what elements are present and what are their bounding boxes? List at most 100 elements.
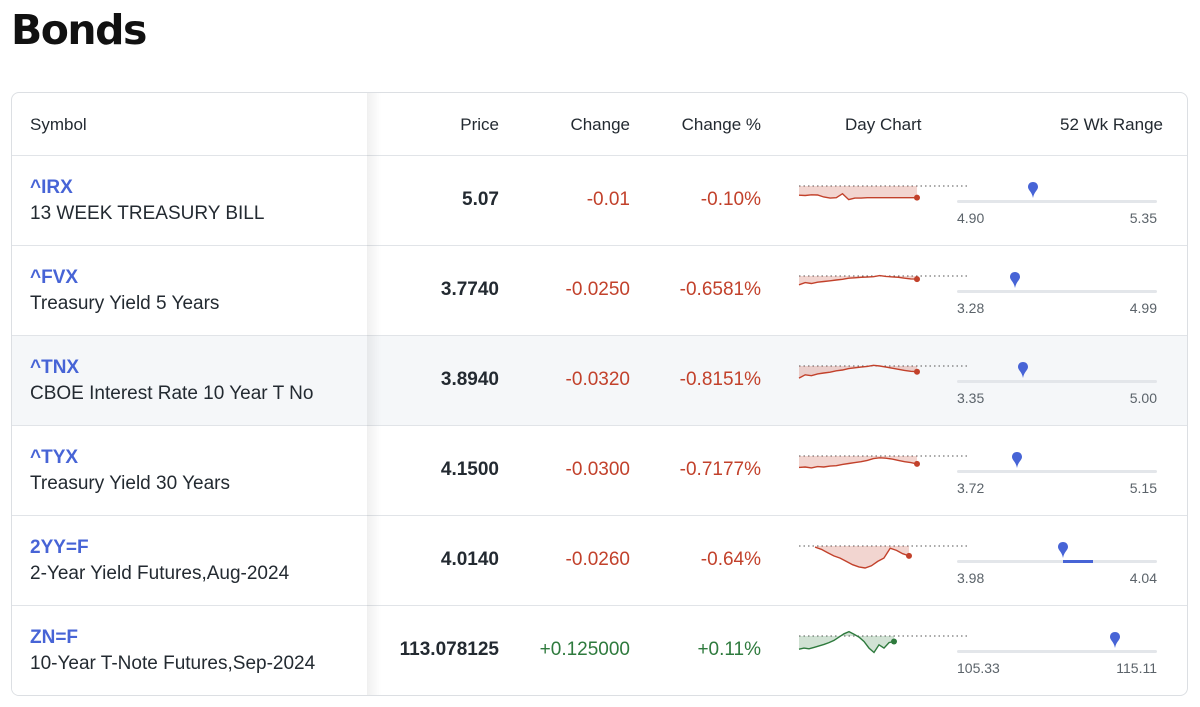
- range-52wk: 3.98 4.04: [957, 516, 1169, 606]
- symbol-cell: ^TNX CBOE Interest Rate 10 Year T No: [12, 336, 369, 425]
- change-value: -0.0260: [565, 549, 630, 570]
- symbol-cell: ^FVX Treasury Yield 5 Years: [12, 246, 369, 335]
- price-value: 5.07: [462, 189, 499, 210]
- security-name: Treasury Yield 5 Years: [30, 293, 220, 314]
- range-low-value: 105.33: [957, 660, 1000, 676]
- change-value: -0.01: [586, 189, 630, 210]
- sparkline-end-dot: [891, 638, 897, 645]
- security-name: 10-Year T-Note Futures,Sep-2024: [30, 653, 316, 674]
- sparkline-line: [798, 274, 918, 286]
- change-percent-value: -0.10%: [700, 189, 761, 210]
- day-chart-sparkline: [798, 630, 970, 654]
- table-row[interactable]: ^TYX Treasury Yield 30 Years 4.1500 -0.0…: [12, 426, 1187, 516]
- sparkline-line: [814, 546, 910, 569]
- column-header-price[interactable]: Price: [460, 115, 499, 134]
- change-value: -0.0320: [565, 369, 630, 390]
- symbol-cell: ZN=F 10-Year T-Note Futures,Sep-2024: [12, 606, 369, 695]
- day-chart-sparkline: [798, 185, 970, 201]
- symbol-cell: 2YY=F 2-Year Yield Futures,Aug-2024: [12, 516, 369, 605]
- range-high-value: 5.15: [1129, 480, 1157, 496]
- symbol-link[interactable]: 2YY=F: [30, 537, 89, 558]
- symbol-link[interactable]: ^TYX: [30, 447, 79, 468]
- day-chart-sparkline: [798, 364, 970, 379]
- sparkline-end-dot: [914, 194, 920, 201]
- sparkline-line: [798, 364, 918, 379]
- column-header-change-percent[interactable]: Change %: [681, 115, 761, 134]
- change-percent-value: -0.6581%: [679, 279, 761, 300]
- price-value: 3.7740: [440, 279, 499, 300]
- sparkline-end-dot: [906, 552, 912, 559]
- table-row[interactable]: ^TNX CBOE Interest Rate 10 Year T No 3.8…: [12, 336, 1187, 426]
- sparkline-end-dot: [914, 460, 920, 467]
- change-percent-value: -0.8151%: [679, 369, 761, 390]
- range-marker-pin-icon: [1010, 272, 1020, 288]
- range-52wk: 3.72 5.15: [957, 426, 1169, 516]
- symbol-link[interactable]: ^IRX: [30, 177, 73, 198]
- symbol-link[interactable]: ZN=F: [30, 627, 79, 648]
- table-row[interactable]: ^FVX Treasury Yield 5 Years 3.7740 -0.02…: [12, 246, 1187, 336]
- sparkline-line: [798, 457, 918, 469]
- change-value: +0.125000: [539, 639, 630, 660]
- bonds-table: Symbol Price Change Change % Day Chart 5…: [11, 92, 1188, 696]
- symbol-link[interactable]: ^FVX: [30, 267, 79, 288]
- range-marker-pin-icon: [1012, 452, 1022, 468]
- change-percent-value: -0.7177%: [679, 459, 761, 480]
- range-track: [957, 650, 1157, 653]
- table-row[interactable]: ZN=F 10-Year T-Note Futures,Sep-2024 113…: [12, 606, 1187, 695]
- range-52wk: 3.28 4.99: [957, 246, 1169, 336]
- sparkline-area: [815, 546, 909, 568]
- range-52wk: 3.35 5.00: [957, 336, 1169, 426]
- price-value: 3.8940: [440, 369, 499, 390]
- table-row[interactable]: ^IRX 13 WEEK TREASURY BILL 5.07 -0.01 -0…: [12, 156, 1187, 246]
- price-value: 113.078125: [399, 639, 499, 660]
- sparkline-end-dot: [914, 368, 920, 375]
- range-52wk: 4.90 5.35: [957, 156, 1169, 246]
- price-value: 4.1500: [440, 459, 499, 480]
- change-percent-value: +0.11%: [697, 639, 761, 660]
- sparkline-end-dot: [914, 276, 920, 283]
- range-low-value: 4.90: [957, 210, 985, 226]
- column-header-day-chart: Day Chart: [845, 115, 922, 134]
- security-name: 2-Year Yield Futures,Aug-2024: [30, 563, 290, 584]
- range-marker-pin-icon: [1028, 182, 1038, 198]
- range-52wk: 105.33 115.11: [957, 606, 1169, 695]
- range-low-value: 3.28: [957, 300, 985, 316]
- range-high-value: 4.99: [1129, 300, 1157, 316]
- sparkline-area: [799, 365, 917, 379]
- column-header-52wk-range: 52 Wk Range: [1060, 115, 1163, 134]
- change-value: -0.0250: [565, 279, 630, 300]
- sparkline-area: [799, 186, 917, 200]
- day-chart-sparkline: [798, 455, 970, 469]
- range-track: [957, 380, 1157, 383]
- price-value: 4.0140: [440, 549, 499, 570]
- range-marker-pin-icon: [1018, 362, 1028, 378]
- range-high-value: 5.00: [1129, 390, 1157, 406]
- sparkline-line: [798, 630, 895, 654]
- security-name: Treasury Yield 30 Years: [30, 473, 230, 494]
- security-name: CBOE Interest Rate 10 Year T No: [30, 383, 314, 404]
- symbol-link[interactable]: ^TNX: [30, 357, 80, 378]
- symbol-cell: ^IRX 13 WEEK TREASURY BILL: [12, 156, 369, 245]
- day-chart-sparkline: [799, 545, 970, 569]
- range-track: [957, 470, 1157, 473]
- range-high-value: 5.35: [1129, 210, 1157, 226]
- range-fill: [1063, 560, 1093, 563]
- range-marker-pin-icon: [1110, 632, 1120, 648]
- sparkline-area: [799, 631, 894, 653]
- range-high-value: 4.04: [1129, 570, 1157, 586]
- table-row[interactable]: 2YY=F 2-Year Yield Futures,Aug-2024 4.01…: [12, 516, 1187, 606]
- day-chart-sparkline: [798, 274, 970, 286]
- symbol-cell: ^TYX Treasury Yield 30 Years: [12, 426, 369, 515]
- security-name: 13 WEEK TREASURY BILL: [30, 203, 265, 224]
- range-high-value: 115.11: [1116, 660, 1157, 676]
- range-track: [957, 200, 1157, 203]
- range-track: [957, 290, 1157, 293]
- sparkline-area: [799, 275, 917, 285]
- change-percent-value: -0.64%: [700, 549, 761, 570]
- column-header-change[interactable]: Change: [570, 115, 630, 134]
- page-title: Bonds: [11, 6, 147, 54]
- change-value: -0.0300: [565, 459, 630, 480]
- column-header-symbol[interactable]: Symbol: [30, 115, 87, 134]
- table-header: Symbol Price Change Change % Day Chart 5…: [12, 93, 1187, 156]
- range-track: [957, 560, 1157, 563]
